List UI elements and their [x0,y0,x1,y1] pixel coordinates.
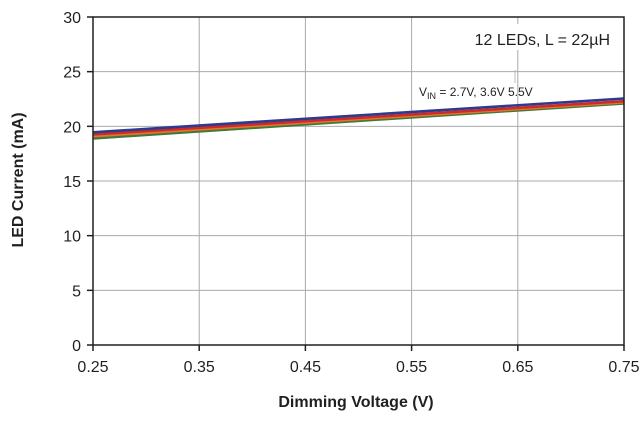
y-axis-ticks: 0 5 10 15 20 25 30 [63,10,93,355]
y-tick-label: 0 [72,338,81,355]
y-tick-label: 5 [72,283,81,300]
y-tick-label: 15 [63,174,81,191]
x-axis-ticks: 0.25 0.35 0.45 0.55 0.65 0.75 [77,345,640,376]
y-axis-title: LED Current (mA) [10,112,27,247]
x-tick-label: 0.55 [396,359,427,376]
y-tick-label: 25 [63,65,81,82]
vin-annotation: VIN = 2.7V, 3.6V 5.5V [419,85,533,101]
x-tick-label: 0.35 [184,359,215,376]
series-line-4 [92,97,625,134]
vin-values: = 2.7V, 3.6V 5.5V [436,85,533,99]
vin-subscript: IN [427,91,436,101]
y-tick-label: 20 [63,119,81,136]
y-tick-label: 30 [63,10,81,27]
x-tick-label: 0.45 [290,359,321,376]
series-line-3 [92,99,625,136]
y-tick-label: 10 [63,229,81,246]
vin-label: V [419,85,427,99]
series-lines [92,97,625,140]
x-tick-label: 0.75 [608,359,639,376]
condition-annotation: 12 LEDs, L = 22µH [475,32,610,49]
annotation-background [427,24,617,50]
x-tick-label: 0.65 [502,359,533,376]
x-axis-title: Dimming Voltage (V) [278,394,433,411]
grid-lines [93,17,624,345]
x-tick-label: 0.25 [77,359,108,376]
